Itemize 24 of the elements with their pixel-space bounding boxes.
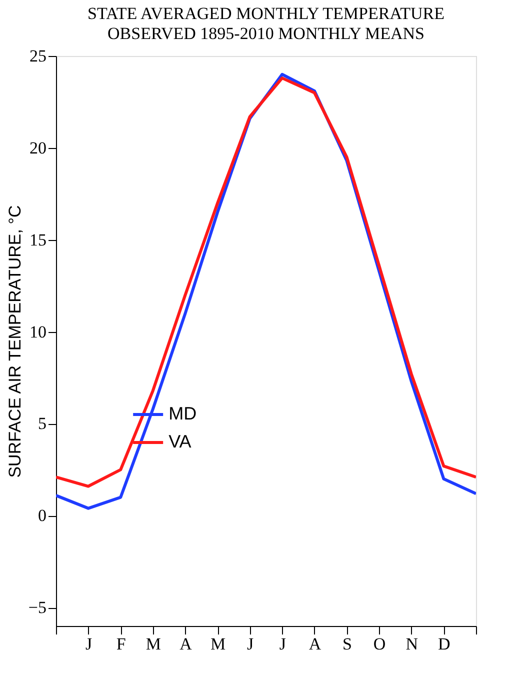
x-tick-label: M <box>146 634 161 654</box>
x-tick-label: A <box>180 634 193 654</box>
chart-subtitle: OBSERVED 1895-2010 MONTHLY MEANS <box>108 24 424 43</box>
x-tick-label: N <box>406 634 418 654</box>
y-tick-label: 0 <box>38 506 46 526</box>
y-tick-label: 20 <box>30 138 46 158</box>
chart-title: STATE AVERAGED MONTHLY TEMPERATURE <box>88 4 444 23</box>
y-tick-label: 10 <box>30 322 46 342</box>
x-tick-label: S <box>342 634 352 654</box>
x-tick-label: J <box>247 634 254 654</box>
legend-label: MD <box>168 404 197 424</box>
x-tick-label: F <box>116 634 126 654</box>
x-tick-label: J <box>279 634 286 654</box>
y-tick-label: 15 <box>30 230 46 250</box>
x-tick-label: M <box>210 634 226 654</box>
x-tick-label: O <box>373 634 386 654</box>
y-tick-label: −5 <box>28 598 46 618</box>
legend-label: VA <box>168 432 192 452</box>
x-tick-label: A <box>308 634 322 654</box>
y-axis-title: SURFACE AIR TEMPERATURE, °C <box>5 205 24 478</box>
y-tick-label: 5 <box>38 414 46 434</box>
y-tick-label: 25 <box>30 46 46 66</box>
x-tick-label: J <box>85 634 92 654</box>
x-tick-label: D <box>438 634 450 654</box>
